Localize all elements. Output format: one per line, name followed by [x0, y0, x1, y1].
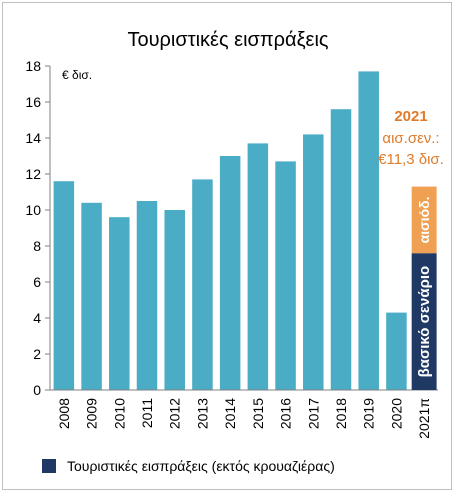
- y-tick-label: 2: [33, 346, 41, 362]
- bar-2008: [53, 181, 75, 390]
- bar-2015: [247, 143, 269, 390]
- bar-2010: [109, 217, 130, 390]
- y-tick-label: 8: [33, 238, 41, 254]
- x-tick-label: 2014: [222, 398, 238, 429]
- bar-2019: [358, 71, 379, 391]
- annotation-year: 2021: [394, 108, 427, 125]
- x-tick-label: 2010: [111, 398, 127, 429]
- x-tick-label: 2009: [84, 398, 100, 429]
- x-tick-label: 2021π: [416, 398, 432, 439]
- bars: [53, 71, 407, 391]
- chart-frame: [2, 2, 452, 490]
- y-tick-label: 4: [33, 310, 41, 326]
- x-tick-label: 2020: [388, 398, 404, 429]
- x-tick-label: 2013: [194, 398, 210, 429]
- x-tick-label: 2008: [56, 398, 72, 429]
- bar-2021-base: [411, 253, 437, 390]
- legend-swatch: [42, 459, 56, 473]
- stack-label-optimistic: αισιόδ.: [416, 196, 432, 243]
- y-tick-label: 16: [25, 94, 41, 110]
- bar-2018: [330, 109, 352, 390]
- y-tick-label: 14: [25, 130, 41, 146]
- annotation-line1: αισ.σεν.:: [382, 130, 439, 147]
- annotation-line2: €11,3 δισ.: [378, 151, 444, 168]
- x-tick-label: 2016: [278, 398, 294, 429]
- x-tick-label: 2018: [333, 398, 349, 429]
- y-tick-label: 12: [25, 166, 41, 182]
- y-tick-label: 10: [25, 202, 41, 218]
- bar-2012: [164, 210, 185, 390]
- bar-2014: [219, 156, 241, 390]
- x-axis: 2008 2009 2010 2011 2012 2013 2014 2015 2016 2017…: [50, 389, 438, 439]
- y-tick-label: 0: [33, 382, 41, 398]
- bar-2009: [81, 202, 102, 390]
- x-tick-label: 2019: [361, 398, 377, 429]
- legend-label: Τουριστικές εισπράξεις (εκτός κρουαζιέρα…: [67, 458, 335, 474]
- bar-2021-optimistic: [411, 186, 437, 254]
- x-tick-label: 2017: [305, 398, 321, 429]
- y-tick-label: 18: [25, 58, 41, 74]
- bar-2020: [386, 312, 407, 390]
- bar-2011: [136, 201, 158, 390]
- legend: Τουριστικές εισπράξεις (εκτός κρουαζιέρα…: [42, 458, 335, 474]
- y-tick-label: 6: [33, 274, 41, 290]
- x-tick-label: 2015: [250, 398, 266, 429]
- projection-2021-stack: βασικό σενάριο αισιόδ.: [411, 186, 437, 390]
- y-axis: 0 2 4 6 8 10 12 14 16 18: [25, 58, 51, 398]
- chart-title: Τουριστικές εισπράξεις: [127, 29, 328, 51]
- stack-label-base: βασικό σενάριο: [416, 266, 433, 378]
- x-tick-label: 2012: [167, 398, 183, 429]
- bar-2013: [192, 179, 213, 390]
- unit-label: € δισ.: [62, 68, 92, 82]
- bar-2016: [275, 161, 296, 390]
- x-tick-label: 2011: [139, 398, 155, 428]
- bar-2017: [303, 134, 324, 390]
